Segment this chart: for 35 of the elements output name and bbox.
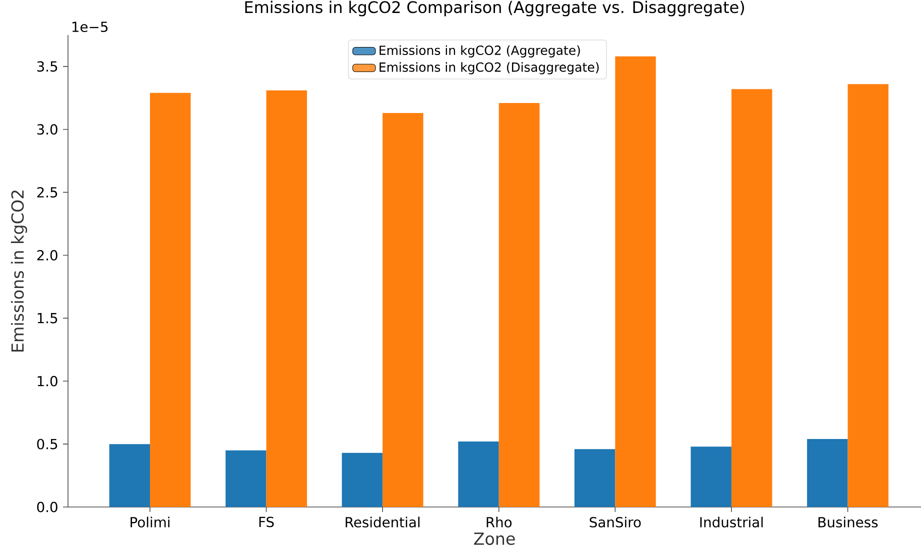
bar: [615, 56, 656, 507]
y-tick-label: 1.0: [38, 376, 58, 386]
bar: [382, 113, 424, 507]
y-tick-label: 0.5: [37, 438, 58, 450]
bar: [266, 90, 307, 507]
legend-label: Emissions in kgCO2 (Disaggregate): [380, 62, 599, 74]
x-axis-title: Zone: [474, 532, 515, 545]
x-tick-label: Industrial: [700, 516, 763, 528]
bar: [109, 444, 150, 507]
y-tick-label: 2.5: [37, 187, 58, 198]
bar: [342, 452, 383, 507]
x-tick-label: Business: [818, 516, 878, 528]
bar: [150, 92, 191, 507]
bar: [226, 450, 266, 507]
y-tick-label: 3.5: [37, 61, 58, 72]
y-axis-title: Emissions in kgCO2: [10, 190, 28, 352]
bar: [848, 84, 888, 507]
x-tick-label: Rho: [486, 516, 512, 528]
bar: [731, 89, 772, 507]
y-tick-label: 3.0: [37, 124, 58, 135]
x-tick-label: SanSiro: [590, 516, 641, 528]
bar: [498, 102, 540, 507]
bar: [807, 439, 848, 507]
y-tick-label: 2.0: [37, 250, 58, 260]
y-tick-label: 1.5: [38, 313, 58, 324]
bar: [690, 446, 732, 507]
text: 1e−5: [72, 22, 108, 32]
y-tick-label: 0.0: [37, 502, 58, 512]
chart-title: Emissions in kgCO2 Comparison (Aggregate vs. Disaggregate): [245, 0, 744, 16]
legend-label: Emissions in kgCO2 (Aggregate): [380, 45, 580, 58]
x-tick-label: FS: [259, 516, 274, 528]
bar: [574, 449, 616, 507]
x-tick-label: Residential: [346, 516, 420, 528]
x-tick-label: Polimi: [130, 516, 170, 528]
bar: [458, 442, 499, 507]
